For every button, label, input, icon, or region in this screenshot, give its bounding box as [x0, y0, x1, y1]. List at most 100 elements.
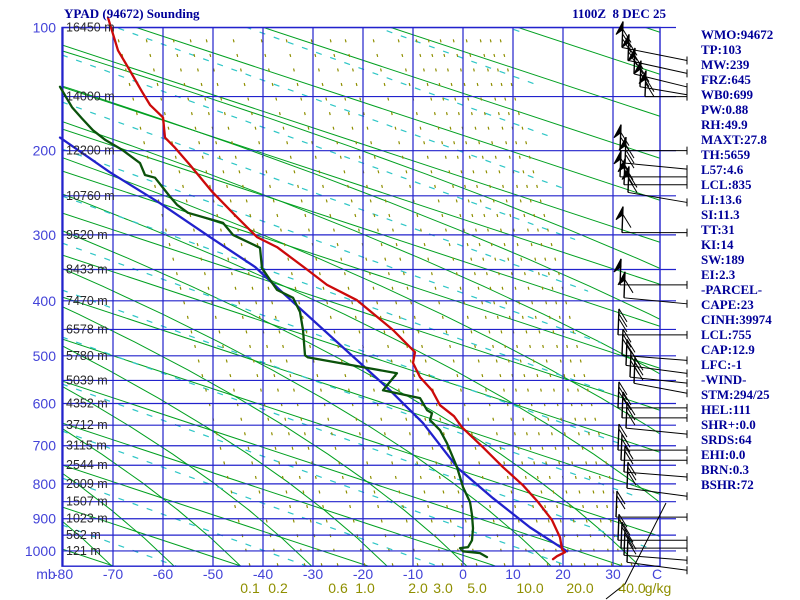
- wind-barb: [621, 166, 688, 207]
- pressure-label: 400: [33, 293, 57, 309]
- barb-leader-line: [623, 554, 688, 561]
- mixing-ratio-line: [476, 27, 613, 567]
- barb-staff: [629, 351, 632, 378]
- temperature-label: -20: [353, 566, 373, 582]
- pressure-label: 700: [33, 438, 57, 454]
- mixing-ratio-line: [282, 27, 419, 567]
- barb-staff: [625, 339, 628, 366]
- sat-adiabat-dashed: [62, 242, 657, 459]
- wind-barb: [625, 401, 688, 439]
- mixing-ratio-line: [257, 27, 394, 567]
- mixing-ratio-unit-label: g/kg: [645, 580, 671, 596]
- sat-adiabat-dashed: [62, 27, 657, 177]
- mixing-ratio-label: 10.0: [516, 580, 543, 596]
- moist-adiabat: [62, 86, 660, 285]
- barb-leader-line: [621, 47, 688, 61]
- mixing-ratio-line: [412, 27, 549, 567]
- barb-feather: [626, 401, 636, 416]
- height-label: 1023 m: [66, 512, 108, 526]
- stats-line: LCL:835: [701, 177, 752, 192]
- wind-barb: [627, 47, 688, 91]
- stats-line: LCL:755: [701, 327, 752, 342]
- barb-feather: [634, 357, 644, 371]
- pressure-unit-label: mb: [36, 566, 56, 582]
- height-label: 12200 m: [66, 144, 115, 158]
- dry-adiabat: [62, 472, 175, 567]
- moist-adiabat: [62, 422, 498, 567]
- temperature-unit-label: C: [652, 566, 662, 582]
- wind-barb: [615, 206, 688, 237]
- stats-line: SRDS:64: [701, 432, 752, 447]
- height-label: 7470 m: [66, 294, 108, 308]
- mixing-ratio-line: [369, 27, 506, 567]
- barb-leader-line: [626, 487, 688, 497]
- barb-leader-line: [624, 162, 688, 170]
- barb-feather: [627, 536, 637, 550]
- barb-staff: [617, 514, 620, 541]
- temperature-label: -10: [403, 566, 423, 582]
- barb-feather: [627, 471, 637, 486]
- height-label: 8433 m: [66, 263, 108, 277]
- temperature-trace: [106, 16, 567, 561]
- stats-line: KI:14: [701, 237, 734, 252]
- mixing-ratio-label: 3.0: [433, 580, 453, 596]
- barb-feather: [616, 490, 626, 505]
- mixing-ratio-label: 5.0: [467, 580, 487, 596]
- wind-barb: [617, 423, 688, 455]
- barb-feather: [618, 318, 628, 333]
- sat-adiabat-dashed: [62, 430, 657, 567]
- plot-border: [61, 26, 661, 567]
- barb-feather: [622, 214, 632, 228]
- barb-feather: [618, 313, 628, 328]
- barb-pennant: [617, 158, 626, 173]
- stats-line: SW:189: [701, 252, 745, 267]
- temperature-label: 0: [459, 566, 467, 582]
- dry-adiabat: [62, 267, 552, 567]
- mixing-ratio-line: [394, 27, 531, 567]
- sat-adiabat-dashed: [62, 477, 657, 567]
- barb-staff: [625, 402, 628, 429]
- wind-barb: [629, 350, 688, 388]
- mixing-ratio-line: [462, 27, 599, 567]
- height-label: 5039 m: [66, 373, 108, 387]
- barb-staff: [621, 329, 624, 356]
- barb-feather: [622, 39, 632, 53]
- barb-feather: [616, 495, 626, 510]
- stats-line: -WIND-: [701, 372, 747, 387]
- barb-feather: [626, 406, 636, 421]
- height-label: 5780 m: [66, 349, 108, 363]
- stats-line: CINH:39974: [701, 312, 772, 327]
- barb-staff: [617, 308, 620, 335]
- barb-feather: [626, 339, 636, 353]
- wind-barbs: [613, 21, 688, 575]
- mixing-ratio-line: [142, 27, 279, 567]
- stats-line: MW:239: [701, 57, 750, 72]
- barb-feather: [624, 445, 634, 460]
- wind-barb: [623, 529, 688, 565]
- barb-pennant: [615, 206, 624, 221]
- mixing-ratio-line: [436, 27, 573, 567]
- stats-line: EI:2.3: [701, 267, 736, 282]
- barb-leader-line: [625, 364, 688, 374]
- barb-leader-line: [639, 86, 688, 96]
- stats-line: LI:13.6: [701, 192, 742, 207]
- barb-feather: [622, 329, 632, 343]
- barb-leader-line: [626, 561, 688, 571]
- temperature-label: -40: [253, 566, 273, 582]
- stats-line: PW:0.88: [701, 102, 749, 117]
- barb-feather: [626, 411, 636, 426]
- barb-leader-line: [629, 376, 688, 384]
- dry-adiabat: [62, 385, 313, 567]
- barb-pennant: [615, 21, 624, 35]
- stats-line: BSHR:72: [701, 477, 754, 492]
- sat-adiabat-dashed: [62, 383, 657, 567]
- barb-staff: [620, 434, 623, 461]
- barb-staff: [615, 491, 618, 518]
- temperature-label: 10: [505, 566, 521, 582]
- stats-line: SI:11.3: [701, 207, 740, 222]
- mixing-ratio-line: [496, 27, 633, 567]
- sat-adiabat-dashed: [62, 27, 657, 224]
- stats-line: L57:4.6: [701, 162, 744, 177]
